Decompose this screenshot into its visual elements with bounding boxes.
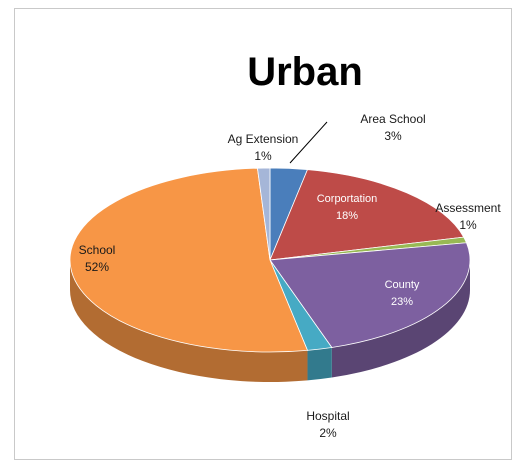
slice-value-area-school: 3% bbox=[384, 129, 402, 143]
slice-value-county: 23% bbox=[391, 296, 413, 308]
slice-side-hospital bbox=[307, 347, 332, 381]
slice-label-assessment: Assessment bbox=[435, 201, 501, 215]
slice-value-assessment: 1% bbox=[459, 218, 477, 232]
slice-label-hospital: Hospital bbox=[306, 409, 349, 423]
slice-value-ag-extension: 1% bbox=[254, 149, 272, 163]
chart-title: Urban bbox=[247, 50, 363, 94]
slice-side-county bbox=[331, 260, 470, 378]
leader-line-area-school bbox=[289, 121, 328, 164]
pie-tops bbox=[69, 167, 471, 353]
slice-label-county: County bbox=[385, 279, 420, 291]
slice-label-area-school: Area School bbox=[360, 112, 425, 126]
slice-ag-extension bbox=[256, 167, 271, 261]
slice-value-corportation: 18% bbox=[336, 210, 358, 222]
slice-value-school: 52% bbox=[85, 260, 109, 274]
slice-labels: Area School 3% Corportation 18% Assessment 1%… bbox=[79, 112, 502, 440]
slice-value-hospital: 2% bbox=[319, 426, 337, 440]
slice-label-ag-extension: Ag Extension bbox=[228, 132, 299, 146]
slice-label-school: School bbox=[79, 243, 116, 257]
slice-corportation bbox=[269, 169, 465, 261]
slice-county bbox=[269, 242, 471, 348]
slice-school bbox=[69, 167, 309, 353]
slice-label-corportation: Corportation bbox=[317, 193, 378, 205]
